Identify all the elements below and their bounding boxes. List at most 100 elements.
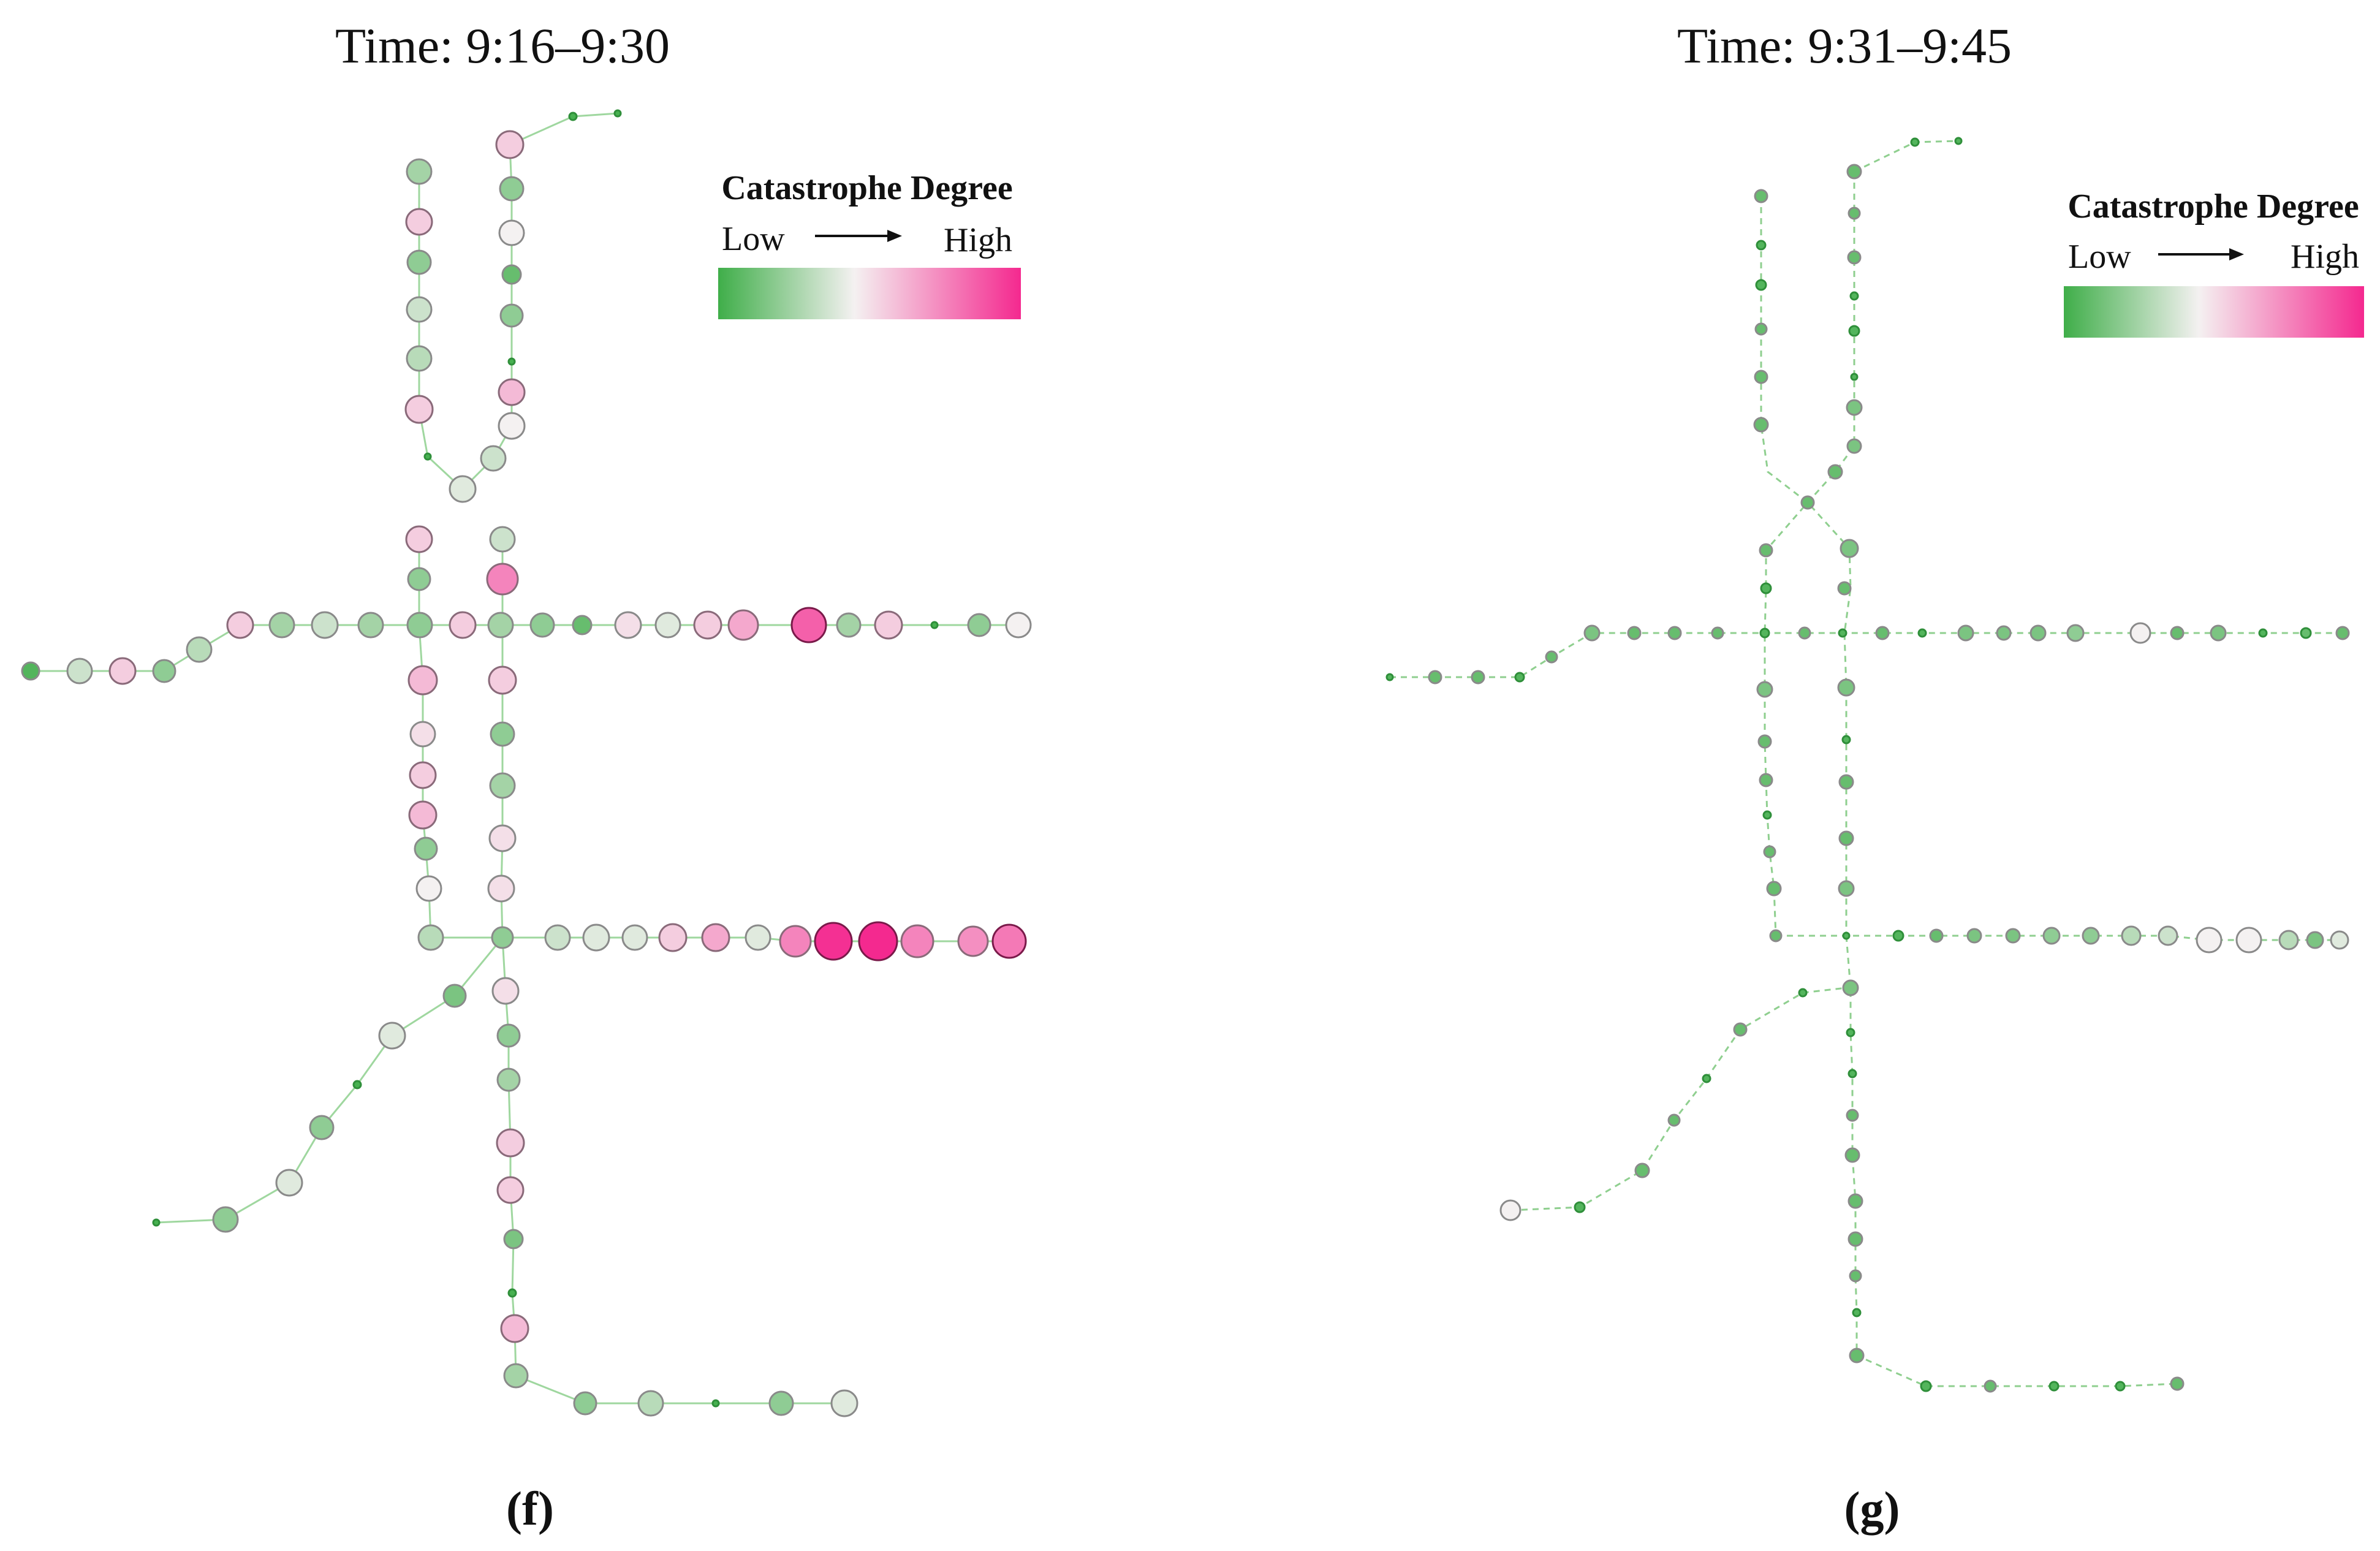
panel-g-station-node [1846,1028,1855,1037]
panel-g-line-6 [1845,935,2178,1387]
panel-f-legend-high: High [944,221,1012,259]
panel-f-station-node [408,800,438,830]
panel-f-station-node [498,412,526,440]
panel-g-station-node [1753,417,1769,433]
panel-f-station-node [275,1169,303,1197]
panel-f-station-node [507,1288,517,1298]
panel-f-station-node [498,378,526,406]
panel-f-station-node [442,984,467,1008]
panel-g-station-node [2082,927,2100,945]
panel-f-station-node [311,611,339,639]
panel-g-station-node [1848,325,1860,337]
panel-g-station-node [1754,189,1768,203]
panel-g-station-node [2066,624,2085,642]
panel-g-station-node [1844,1147,1860,1163]
panel-f-station-node [152,1218,161,1227]
panel-g-station-node [1966,928,1982,944]
panel-f-station-node [490,721,515,747]
panel-f-station-node [491,926,514,949]
panel-f-station-node [409,761,437,789]
panel-f-station-node [108,657,137,685]
panel-f-station-node [487,874,515,903]
panel-g-station-node [1769,929,1783,942]
panel-g-station-node [1798,626,1811,640]
panel-f-station-node [745,924,771,951]
panel-g-station-node [2258,628,2268,638]
panel-g-title: Time: 9:31–9:45 [1677,18,2012,74]
panel-g-station-node [1667,626,1682,640]
panel-g-station-node [1848,207,1861,220]
panel-f-station-node [582,923,610,952]
panel-g: Time: 9:31–9:45 Catastrophe Degree Low H… [1385,18,2364,1535]
panel-f-station-node [357,612,384,639]
panel-g-legend: Catastrophe Degree Low High [2064,188,2364,338]
panel-f-station-node [415,875,442,902]
panel-f-station-node [486,563,519,596]
panel-g-station-node [1840,539,1859,558]
panel-f-station-node [404,395,434,424]
panel-g-legend-colorbar [2064,286,2364,338]
panel-g-station-node [1837,678,1855,697]
panel-f-station-node [1005,612,1032,639]
panel-g-legend-title: Catastrophe Degree [2067,188,2359,226]
panel-f-station-node [423,452,432,461]
panel-f-station-node [495,130,525,159]
panel-g-station-node [1514,672,1525,683]
panel-f-network [21,109,1032,1417]
panel-g-station-node [1754,370,1768,384]
panel-g-station-node [2210,624,2227,642]
panel-f-station-node [414,836,438,861]
panel-f-station-node [488,824,517,852]
panel-g-legend-arrow-icon [2158,248,2244,260]
panel-g-station-node [2170,1376,2185,1391]
panel-f-station-node [500,1314,529,1343]
panel-g-station-node [1846,438,1862,454]
panel-g-legend-low: Low [2068,238,2131,276]
panel-g-station-node [1875,626,1890,640]
panel-f-station-node [406,158,433,185]
panel-f-station-node [268,612,295,639]
panel-g-station-node [2005,928,2021,944]
panel-f-station-node [991,923,1027,959]
panel-g-station-node [1838,628,1848,638]
panel-f-station-node [496,1067,521,1092]
panel-f-station-node [66,658,93,684]
panel-f-station-node [186,636,213,663]
panel-g-station-node [1755,279,1767,291]
panel-g-station-node [2170,626,2185,640]
panel-f-station-node [711,1399,720,1408]
panel-f-legend-low: Low [722,220,785,258]
panel-g-line-1 [1390,632,2343,678]
panel-f-station-node [930,621,939,629]
panel-g-legend-high: High [2291,238,2359,276]
panel-f-station-node [654,612,681,639]
panel-g-station-node [1837,581,1852,596]
panel-f-line-6 [156,937,504,1224]
panel-g-station-node [1667,1113,1681,1127]
panel-g-station-node [2306,931,2324,949]
panel-g-station-node [1499,1199,1522,1221]
panel-g-station-node [2335,626,2350,640]
panel-g-station-node [1920,1380,1932,1392]
panel-f-legend-colorbar [718,268,1021,319]
panel-g-station-node [1954,137,1963,145]
panel-f-station-node [352,1080,362,1090]
panel-f-legend-title: Catastrophe Degree [721,169,1012,207]
panel-g-station-node [1759,773,1773,787]
panel-f-legend: Catastrophe Degree Low High [718,169,1021,319]
panel-g-line-7 [1510,987,1847,1212]
panel-g-station-node [1471,670,1485,684]
panel-f-station-node [967,613,991,637]
panel-g-line-4 [1854,140,1959,173]
panel-f-station-node [658,923,688,952]
panel-g-station-node [2042,927,2061,945]
panel-f-station-node [499,176,525,202]
panel-g-station-node [1842,931,1851,940]
panel-f-station-node [407,567,431,591]
panel-f-station-node [407,665,438,696]
panel-g-station-node [1759,543,1773,558]
panel-f-station-node [701,923,730,952]
panel-g-station-node [1762,810,1772,820]
panel-f-station-node [637,1390,664,1417]
